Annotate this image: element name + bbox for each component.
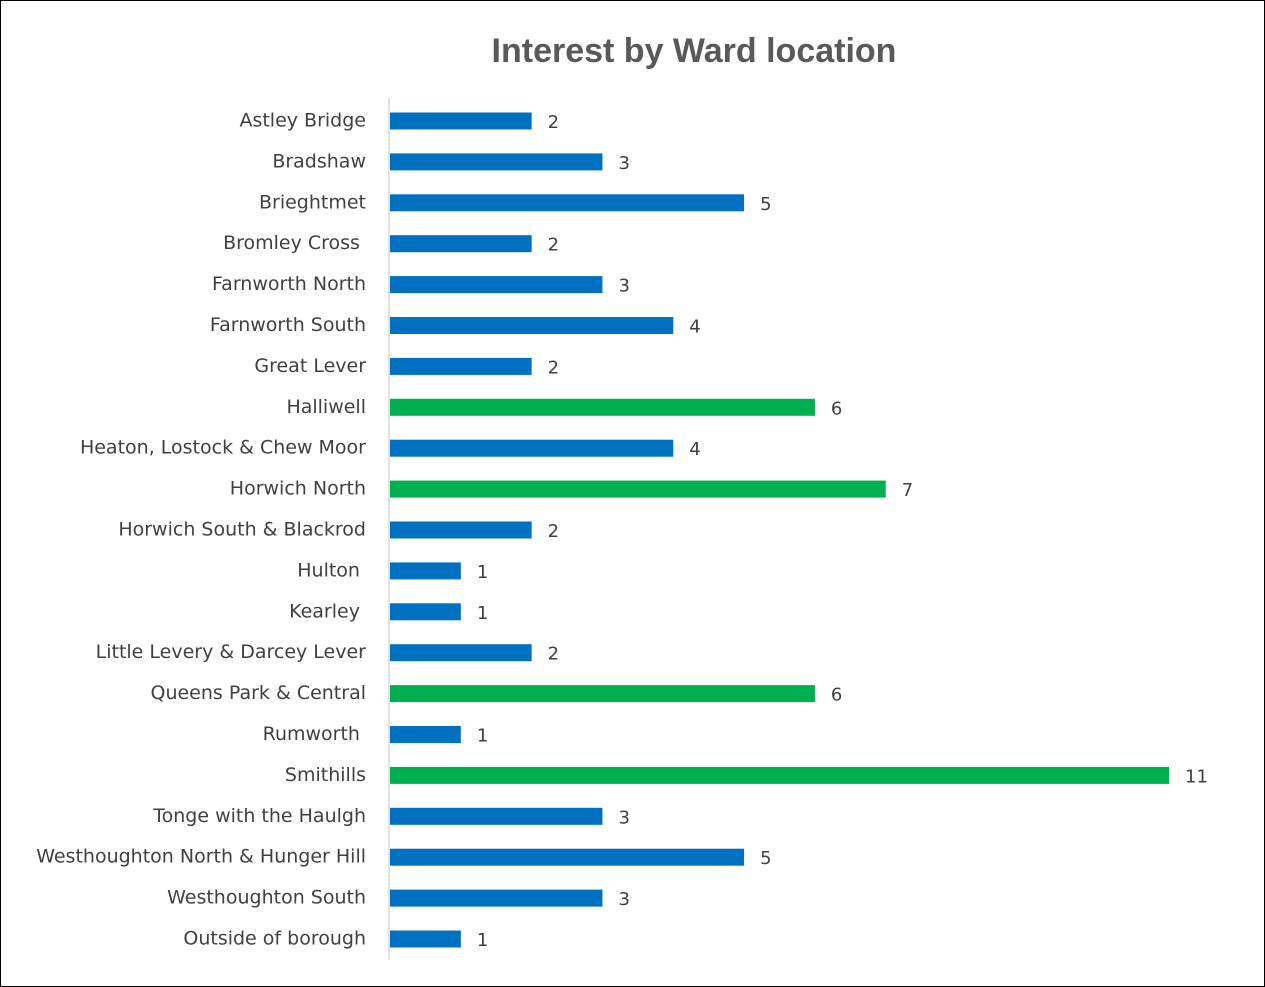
y-tick-label: Brieghtmet: [259, 191, 366, 213]
y-tick-label: Halliwell: [286, 396, 366, 418]
y-tick-label: Farnworth South: [210, 314, 366, 336]
data-label: 5: [760, 194, 771, 215]
bar: [390, 726, 461, 743]
bar: [390, 235, 532, 253]
y-tick-label: Westhoughton South: [167, 887, 366, 909]
y-tick-label: Rumworth: [263, 723, 366, 745]
y-tick-label: Astley Bridge: [239, 110, 366, 132]
data-label: 3: [618, 889, 629, 910]
data-label: 7: [902, 480, 913, 501]
bar: [390, 685, 815, 703]
y-tick-label: Bradshaw: [272, 150, 366, 172]
bar: [390, 848, 745, 866]
data-label: 1: [477, 726, 488, 747]
y-tick-label: Queens Park & Central: [151, 682, 367, 704]
bar: [390, 153, 603, 171]
bar: [390, 930, 461, 948]
bar: [390, 398, 815, 416]
data-label: 4: [689, 439, 700, 460]
bar: [390, 194, 745, 212]
y-tick-label: Westhoughton North & Hunger Hill: [36, 846, 366, 868]
y-tick-label: Smithills: [285, 764, 366, 786]
chart-title: Interest by Ward location: [492, 32, 897, 70]
y-tick-label: Little Levery & Darcey Lever: [96, 641, 367, 663]
data-label: 6: [831, 685, 842, 706]
y-tick-label: Hulton: [297, 559, 366, 581]
data-label: 11: [1185, 766, 1208, 787]
bar: [390, 889, 603, 907]
y-tick-label: Farnworth North: [212, 273, 366, 295]
data-label: 1: [477, 930, 488, 951]
bar: [390, 807, 603, 825]
bar: [390, 112, 532, 130]
data-label: 3: [618, 276, 629, 297]
bar: [390, 357, 532, 375]
bar: [390, 562, 461, 580]
y-tick-label: Kearley: [289, 600, 366, 622]
y-tick-label: Bromley Cross: [223, 232, 366, 254]
bar: [390, 317, 674, 334]
y-tick-label: Horwich South & Blackrod: [118, 519, 366, 541]
data-label: 1: [477, 603, 488, 624]
y-tick-label: Horwich North: [230, 478, 366, 500]
data-label: 5: [760, 848, 771, 869]
bar: [390, 644, 532, 662]
data-label: 4: [689, 317, 700, 338]
bar: [390, 276, 603, 294]
data-label: 2: [548, 235, 559, 256]
bar: [390, 439, 674, 457]
y-tick-label: Tonge with the Haulgh: [152, 805, 366, 827]
data-label: 6: [831, 398, 842, 419]
bar: [390, 480, 886, 498]
data-label: 2: [548, 521, 559, 542]
data-label: 2: [548, 644, 559, 665]
y-tick-label: Heaton, Lostock & Chew Moor: [80, 437, 366, 459]
bar: [390, 766, 1169, 784]
data-label: 3: [618, 153, 629, 174]
data-label: 1: [477, 562, 488, 583]
y-tick-label: Outside of borough: [183, 928, 366, 950]
data-label: 2: [548, 112, 559, 133]
y-tick-label: Great Lever: [254, 355, 366, 377]
bar: [390, 603, 461, 621]
data-label: 2: [548, 357, 559, 378]
data-label: 3: [618, 807, 629, 828]
bar: [390, 521, 532, 539]
